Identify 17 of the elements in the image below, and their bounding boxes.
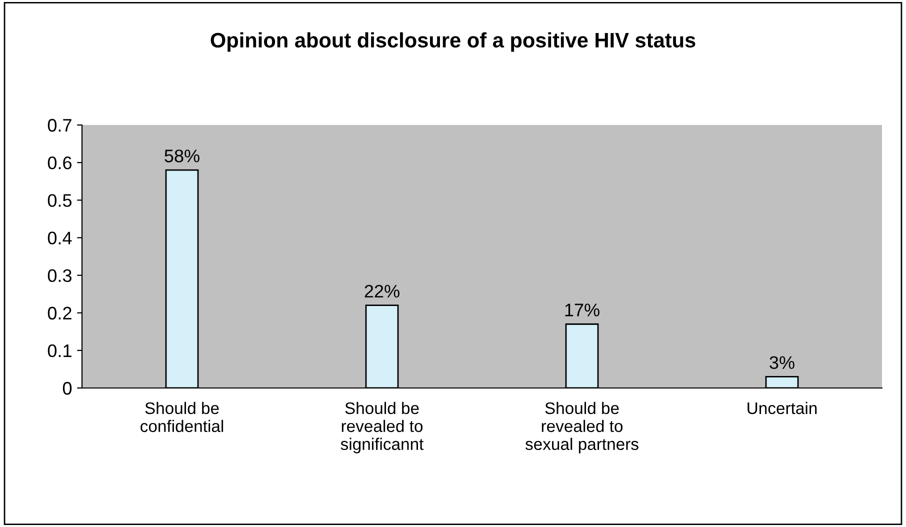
- x-tick-label: Should be confidential: [140, 402, 224, 432]
- data-label: 58%: [164, 150, 200, 162]
- x-tick-label: Should be revealed to significannt: [340, 402, 424, 454]
- data-label: 22%: [364, 284, 400, 298]
- y-tick-label: 0.2: [48, 306, 72, 320]
- y-tick-label: 0.1: [48, 344, 72, 358]
- y-tick-label: 0.3: [48, 269, 72, 282]
- x-tick-label: Should be revealed to sexual partners: [525, 402, 638, 454]
- x-tick-label: Uncertain: [748, 402, 817, 414]
- data-label: 3%: [770, 356, 794, 369]
- chart-title: Opinion about disclosure of a positive HIV status: [210, 32, 696, 52]
- y-tick-label: 0.4: [48, 232, 72, 244]
- y-tick-label: 0.7: [48, 118, 72, 132]
- y-tick-label: 0.5: [48, 194, 72, 207]
- y-tick-label: 0.6: [48, 156, 72, 170]
- data-label: 17%: [565, 304, 600, 316]
- y-tick-label: 0: [62, 382, 72, 395]
